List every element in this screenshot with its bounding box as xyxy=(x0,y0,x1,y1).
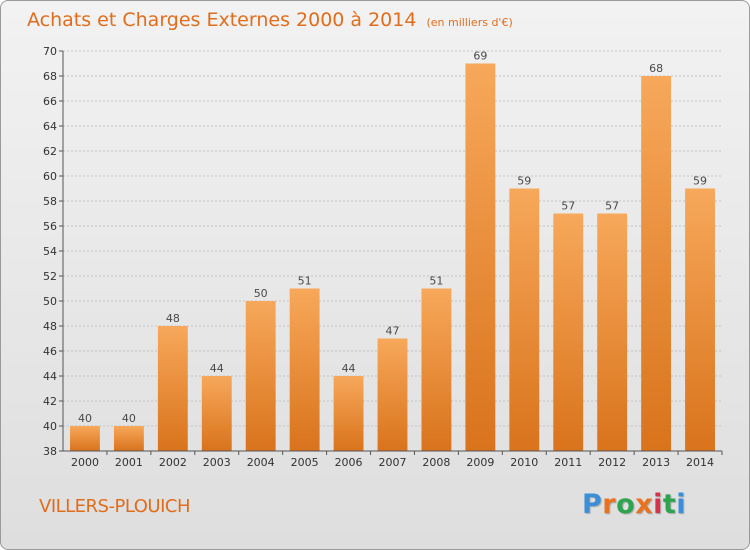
x-tick-label-2008: 2008 xyxy=(422,456,450,469)
value-label-2012: 57 xyxy=(605,200,619,213)
y-tick-label: 66 xyxy=(43,95,57,108)
chart-title: Achats et Charges Externes 2000 à 2014 xyxy=(27,9,417,31)
y-tick-label: 60 xyxy=(43,170,57,183)
logo-letter: P xyxy=(582,489,603,520)
value-label-2003: 44 xyxy=(210,362,224,375)
unit-label: (en milliers d'€) xyxy=(426,16,513,29)
y-tick-label: 70 xyxy=(43,45,57,58)
x-tick-label-2002: 2002 xyxy=(159,456,187,469)
value-label-2009: 69 xyxy=(473,50,487,63)
x-tick-label-2006: 2006 xyxy=(335,456,363,469)
bar-2009 xyxy=(465,63,496,451)
x-tick-label-2014: 2014 xyxy=(686,456,714,469)
x-tick-label-2011: 2011 xyxy=(554,456,582,469)
x-tick-label-2007: 2007 xyxy=(379,456,407,469)
y-tick-label: 62 xyxy=(43,145,57,158)
bar-2012 xyxy=(597,213,628,451)
bar-2010 xyxy=(509,188,540,451)
y-tick-label: 64 xyxy=(43,120,57,133)
value-label-2004: 50 xyxy=(254,287,268,300)
bar-2001 xyxy=(113,426,144,451)
x-tick-label-2004: 2004 xyxy=(247,456,275,469)
proxiti-logo: Proxiti xyxy=(582,489,686,520)
x-tick-label-2005: 2005 xyxy=(291,456,319,469)
value-label-2002: 48 xyxy=(166,312,180,325)
value-label-2005: 51 xyxy=(298,275,312,288)
y-tick-label: 44 xyxy=(43,370,57,383)
axes: 38 40 42 44 46 48 50 52 54 56 58 60 62 64 66 68 70 2000 20… xyxy=(43,45,723,469)
bar-2014 xyxy=(685,188,715,451)
value-labels: 40 40 48 44 50 51 44 47 51 69 59 57 57 68 59 xyxy=(78,50,707,426)
value-label-2001: 40 xyxy=(122,412,136,425)
value-label-2013: 68 xyxy=(649,62,663,75)
bars xyxy=(70,63,715,451)
y-tick-label: 46 xyxy=(43,345,57,358)
y-tick-label: 48 xyxy=(43,320,57,333)
bar-2002 xyxy=(157,326,188,451)
value-label-2007: 47 xyxy=(386,325,400,338)
bar-2003 xyxy=(201,376,232,451)
value-label-2011: 57 xyxy=(561,200,575,213)
title-row: Achats et Charges Externes 2000 à 2014 (e… xyxy=(27,9,513,31)
y-tick-label: 68 xyxy=(43,70,57,83)
y-tick-label: 42 xyxy=(43,395,57,408)
y-tick-label: 58 xyxy=(43,195,57,208)
y-tick-label: 50 xyxy=(43,295,57,308)
x-tick-label-2009: 2009 xyxy=(466,456,494,469)
y-tick-label: 40 xyxy=(43,420,57,433)
y-tick-label: 38 xyxy=(43,445,57,458)
bar-2011 xyxy=(553,213,584,451)
x-tick-label-2003: 2003 xyxy=(203,456,231,469)
logo-letter: t xyxy=(662,489,677,520)
x-tick-label-2010: 2010 xyxy=(510,456,538,469)
y-tick-label: 54 xyxy=(43,245,57,258)
bar-2013 xyxy=(641,76,672,451)
value-label-2000: 40 xyxy=(78,412,92,425)
logo-letter: r xyxy=(602,489,617,520)
x-tick-label-2000: 2000 xyxy=(71,456,99,469)
bar-2000 xyxy=(70,426,100,451)
logo-letter: i xyxy=(676,489,687,520)
x-tick-label-2001: 2001 xyxy=(115,456,143,469)
logo-letter: x xyxy=(635,489,654,520)
bar-2008 xyxy=(421,288,452,451)
y-tick-label: 52 xyxy=(43,270,57,283)
value-label-2006: 44 xyxy=(342,362,356,375)
bar-2005 xyxy=(289,288,320,451)
y-tick-label: 56 xyxy=(43,220,57,233)
value-label-2010: 59 xyxy=(517,175,531,188)
logo-letter: i xyxy=(653,489,663,520)
logo-letter: o xyxy=(616,489,636,520)
x-tick-label-2013: 2013 xyxy=(642,456,670,469)
x-tick-label-2012: 2012 xyxy=(598,456,626,469)
value-label-2008: 51 xyxy=(429,275,443,288)
bar-2004 xyxy=(245,301,276,451)
bar-2007 xyxy=(377,338,408,451)
value-label-2014: 59 xyxy=(693,175,707,188)
commune-name: VILLERS-PLOUICH xyxy=(39,496,190,517)
bar-2006 xyxy=(333,376,364,451)
